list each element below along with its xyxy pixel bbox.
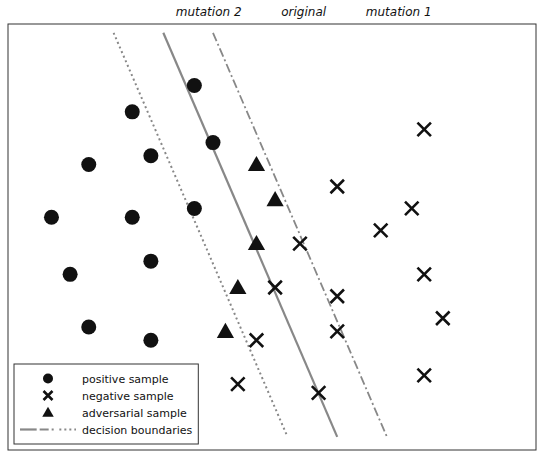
boundary-label: mutation 2	[176, 5, 242, 19]
sample-point	[125, 104, 140, 119]
legend-label: adversarial sample	[82, 407, 187, 420]
legend-label: positive sample	[82, 373, 169, 386]
sample-point	[143, 254, 158, 269]
sample-point	[205, 135, 220, 150]
sample-point	[330, 325, 344, 339]
legend-marker	[43, 374, 53, 384]
sample-point	[405, 202, 419, 216]
sample-point	[417, 268, 431, 282]
plot-background	[8, 24, 536, 450]
sample-point	[417, 123, 431, 137]
sample-point	[44, 210, 59, 225]
sample-point	[125, 210, 140, 225]
legend-line	[20, 428, 37, 430]
chart: original mutation 1 mutation 2 positive sam…	[0, 0, 544, 458]
sample-point	[143, 333, 158, 348]
legend-box	[14, 364, 198, 444]
sample-point	[374, 224, 388, 238]
sample-point	[81, 157, 96, 172]
sample-point	[217, 323, 234, 338]
sample-point	[312, 386, 326, 400]
sample-point	[248, 156, 265, 171]
sample-point	[436, 311, 450, 325]
decision-boundary	[213, 33, 387, 437]
sample-point	[231, 377, 245, 391]
legend-label: decision boundaries	[82, 424, 193, 437]
sample-point	[330, 180, 344, 194]
sample-point	[187, 201, 202, 216]
sample-point	[266, 191, 283, 206]
sample-point	[143, 148, 158, 163]
sample-point	[229, 279, 246, 294]
legend: positive sample negative sample adversaria…	[14, 364, 198, 444]
sample-point	[330, 290, 344, 304]
plot-marks	[44, 33, 450, 437]
sample-point	[81, 320, 96, 335]
legend-line	[59, 429, 76, 431]
legend-marker	[42, 407, 54, 417]
sample-point	[268, 281, 282, 295]
legend-line	[40, 429, 57, 431]
legend-marker	[44, 391, 53, 400]
legend-label: negative sample	[82, 390, 174, 403]
sample-point	[187, 78, 202, 93]
boundary-label: original	[281, 5, 327, 19]
sample-point	[250, 333, 264, 347]
boundary-label: mutation 1	[366, 5, 432, 19]
plot-frame	[8, 24, 536, 450]
sample-point	[248, 235, 265, 250]
sample-point	[293, 237, 307, 251]
sample-point	[63, 267, 78, 282]
sample-point	[417, 369, 431, 383]
